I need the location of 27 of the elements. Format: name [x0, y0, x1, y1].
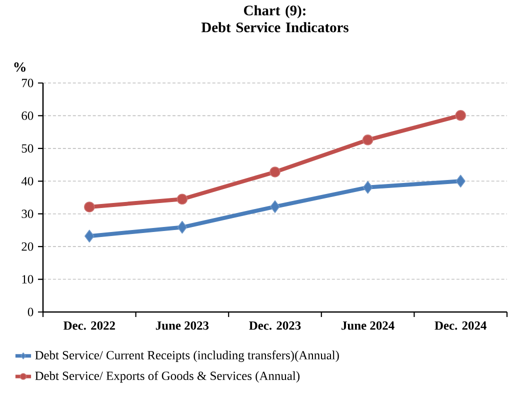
y-tick-label: 60	[22, 112, 34, 120]
y-tick-label: 20	[22, 242, 34, 251]
point	[176, 194, 188, 205]
point	[84, 202, 95, 212]
y-tick-label: 50	[22, 144, 34, 153]
chart-title: Chart (9): Debt Service Indicators	[201, 5, 348, 32]
point	[270, 200, 280, 214]
point	[362, 180, 373, 194]
x-tick-label: Dec. 2023	[249, 321, 301, 330]
y-tick-label: 40	[21, 176, 34, 186]
y-axis-title: %	[14, 62, 26, 72]
x-tick-label: Dec. 2024	[434, 321, 486, 330]
point	[270, 166, 280, 178]
x-tick-label: June 2024	[342, 321, 394, 330]
x-tick-label: June 2023	[156, 321, 209, 330]
legend-label: Debt Service/ Exports of Goods & Services (Annual)	[35, 371, 300, 383]
point	[362, 134, 374, 146]
y-tick-label: 70	[22, 78, 34, 88]
legend-label: Debt Service/ Current Receipts (including transfers)(Annual)	[35, 350, 339, 362]
y-tick-label: 0	[28, 308, 34, 316]
point	[456, 174, 466, 188]
point	[84, 230, 94, 242]
point	[455, 110, 466, 121]
point	[177, 220, 188, 234]
y-tick-label: 10	[22, 275, 34, 284]
x-tick-label: Dec. 2022	[64, 321, 115, 330]
y-tick-label: 30	[22, 210, 34, 218]
